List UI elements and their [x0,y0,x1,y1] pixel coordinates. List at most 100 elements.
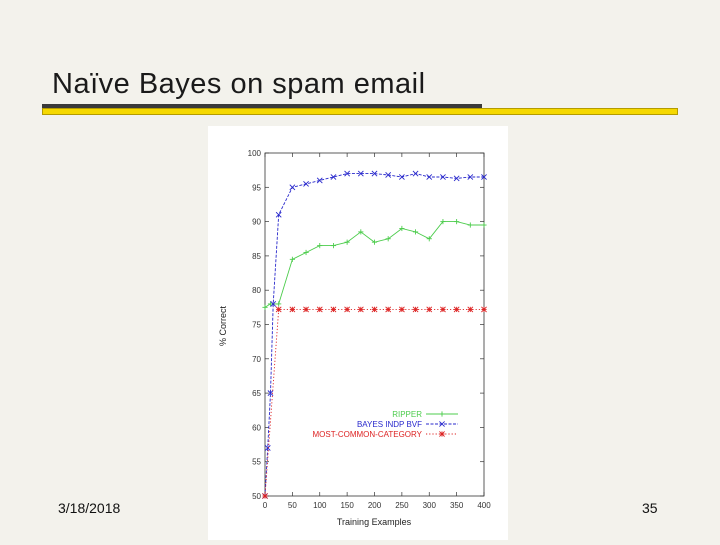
data-point-series-0 [412,229,419,235]
data-point-series-0 [317,243,323,249]
data-point-series-0 [467,222,473,228]
data-point-series-1-stroke [426,174,433,180]
x-tick-label: 250 [395,501,409,510]
legend-label: MOST-COMMON-CATEGORY [313,430,423,439]
data-point-series-2 [344,306,351,313]
series-line-1 [264,173,484,497]
data-point-series-1 [267,390,274,397]
data-point-series-2-stroke [426,306,433,313]
data-point-series-2-stroke [385,306,392,313]
x-tick-label: 300 [423,501,437,510]
data-point-series-2 [262,493,268,499]
data-point-series-1 [453,175,460,182]
data-point-series-1 [412,170,419,177]
y-tick-label: 90 [252,218,261,227]
legend-label: BAYES INDP BVF [357,420,422,429]
data-point-series-2-stroke [412,306,419,313]
data-point-series-1-stroke [357,170,364,177]
data-point-series-2-stroke [262,493,268,499]
data-point-series-2-stroke [440,306,446,313]
footer-date: 3/18/2018 [58,500,121,516]
data-point-series-1 [385,172,392,178]
x-tick-label: 100 [313,501,327,510]
y-tick-label: 70 [252,355,261,364]
y-tick-label: 80 [252,286,261,295]
legend-marker-stroke [439,431,445,437]
data-point-series-2 [330,306,337,313]
data-point-series-1 [398,174,405,180]
data-point-series-0 [276,301,282,307]
data-point-series-1 [316,177,323,184]
data-point-series-0 [330,243,337,249]
data-point-series-1 [330,174,337,180]
data-point-series-1-stroke [289,184,296,191]
data-point-series-1-stroke [303,180,309,187]
data-point-series-1-stroke [481,174,487,180]
data-point-series-2-stroke [481,306,487,313]
data-point-series-2 [453,306,460,313]
data-point-series-1-stroke [467,174,474,180]
data-point-series-1 [467,174,474,180]
data-point-series-0 [267,301,274,307]
data-point-series-2 [357,306,364,313]
data-point-series-0 [289,256,295,262]
data-point-series-0 [440,219,446,225]
data-point-series-2-stroke [467,306,474,313]
data-point-series-0 [303,249,309,256]
data-point-series-2-stroke [316,306,323,313]
data-point-series-2 [412,306,419,313]
plot-frame [264,152,485,497]
data-point-series-1-stroke [270,301,277,307]
data-point-series-1 [270,301,277,307]
data-point-series-0 [426,236,432,242]
title-rule-dark [42,104,482,108]
data-point-series-2 [440,306,446,313]
y-tick-label: 65 [252,389,261,398]
data-point-series-0 [385,236,391,242]
data-point-series-1-stroke [385,172,392,178]
data-point-series-1-stroke [440,174,446,180]
data-point-series-1 [371,170,378,177]
slide-title: Naïve Bayes on spam email [52,68,426,100]
y-tick-label: 50 [252,492,261,501]
x-tick-label: 150 [340,501,354,510]
y-tick-label: 85 [252,252,261,261]
y-tick-label: 95 [252,183,261,192]
data-point-series-2 [481,306,487,313]
chart-axes [264,152,485,497]
data-point-series-1-stroke [275,211,282,218]
data-point-series-2-stroke [398,306,405,313]
data-point-series-1 [357,170,364,177]
legend-marker [439,431,445,437]
data-point-series-2 [385,306,392,313]
data-point-series-2 [303,306,309,313]
data-point-series-0 [481,222,487,228]
data-point-series-1 [440,174,446,180]
data-point-series-2 [371,306,378,313]
data-point-series-1 [344,170,351,177]
y-axis-label: % Correct [218,306,228,347]
title-rule-yellow [42,108,678,115]
page-number: 35 [642,500,658,516]
x-tick-label: 0 [263,501,268,510]
data-point-series-0 [399,225,405,232]
legend-marker-stroke [439,421,445,427]
data-point-series-1 [289,184,296,191]
y-tick-label: 60 [252,423,261,432]
data-point-series-1-stroke [371,170,378,177]
x-tick-label: 200 [368,501,382,510]
data-point-series-2 [275,306,282,313]
data-point-series-2 [426,306,433,313]
data-point-series-0 [358,229,364,235]
data-point-series-2-stroke [344,306,351,313]
chart-series [262,170,487,499]
x-tick-label: 50 [288,501,297,510]
x-tick-label: 350 [450,501,464,510]
data-point-series-1 [426,174,433,180]
data-point-series-0 [344,239,350,245]
series-line-0 [264,221,484,308]
data-point-series-1-stroke [412,170,419,177]
